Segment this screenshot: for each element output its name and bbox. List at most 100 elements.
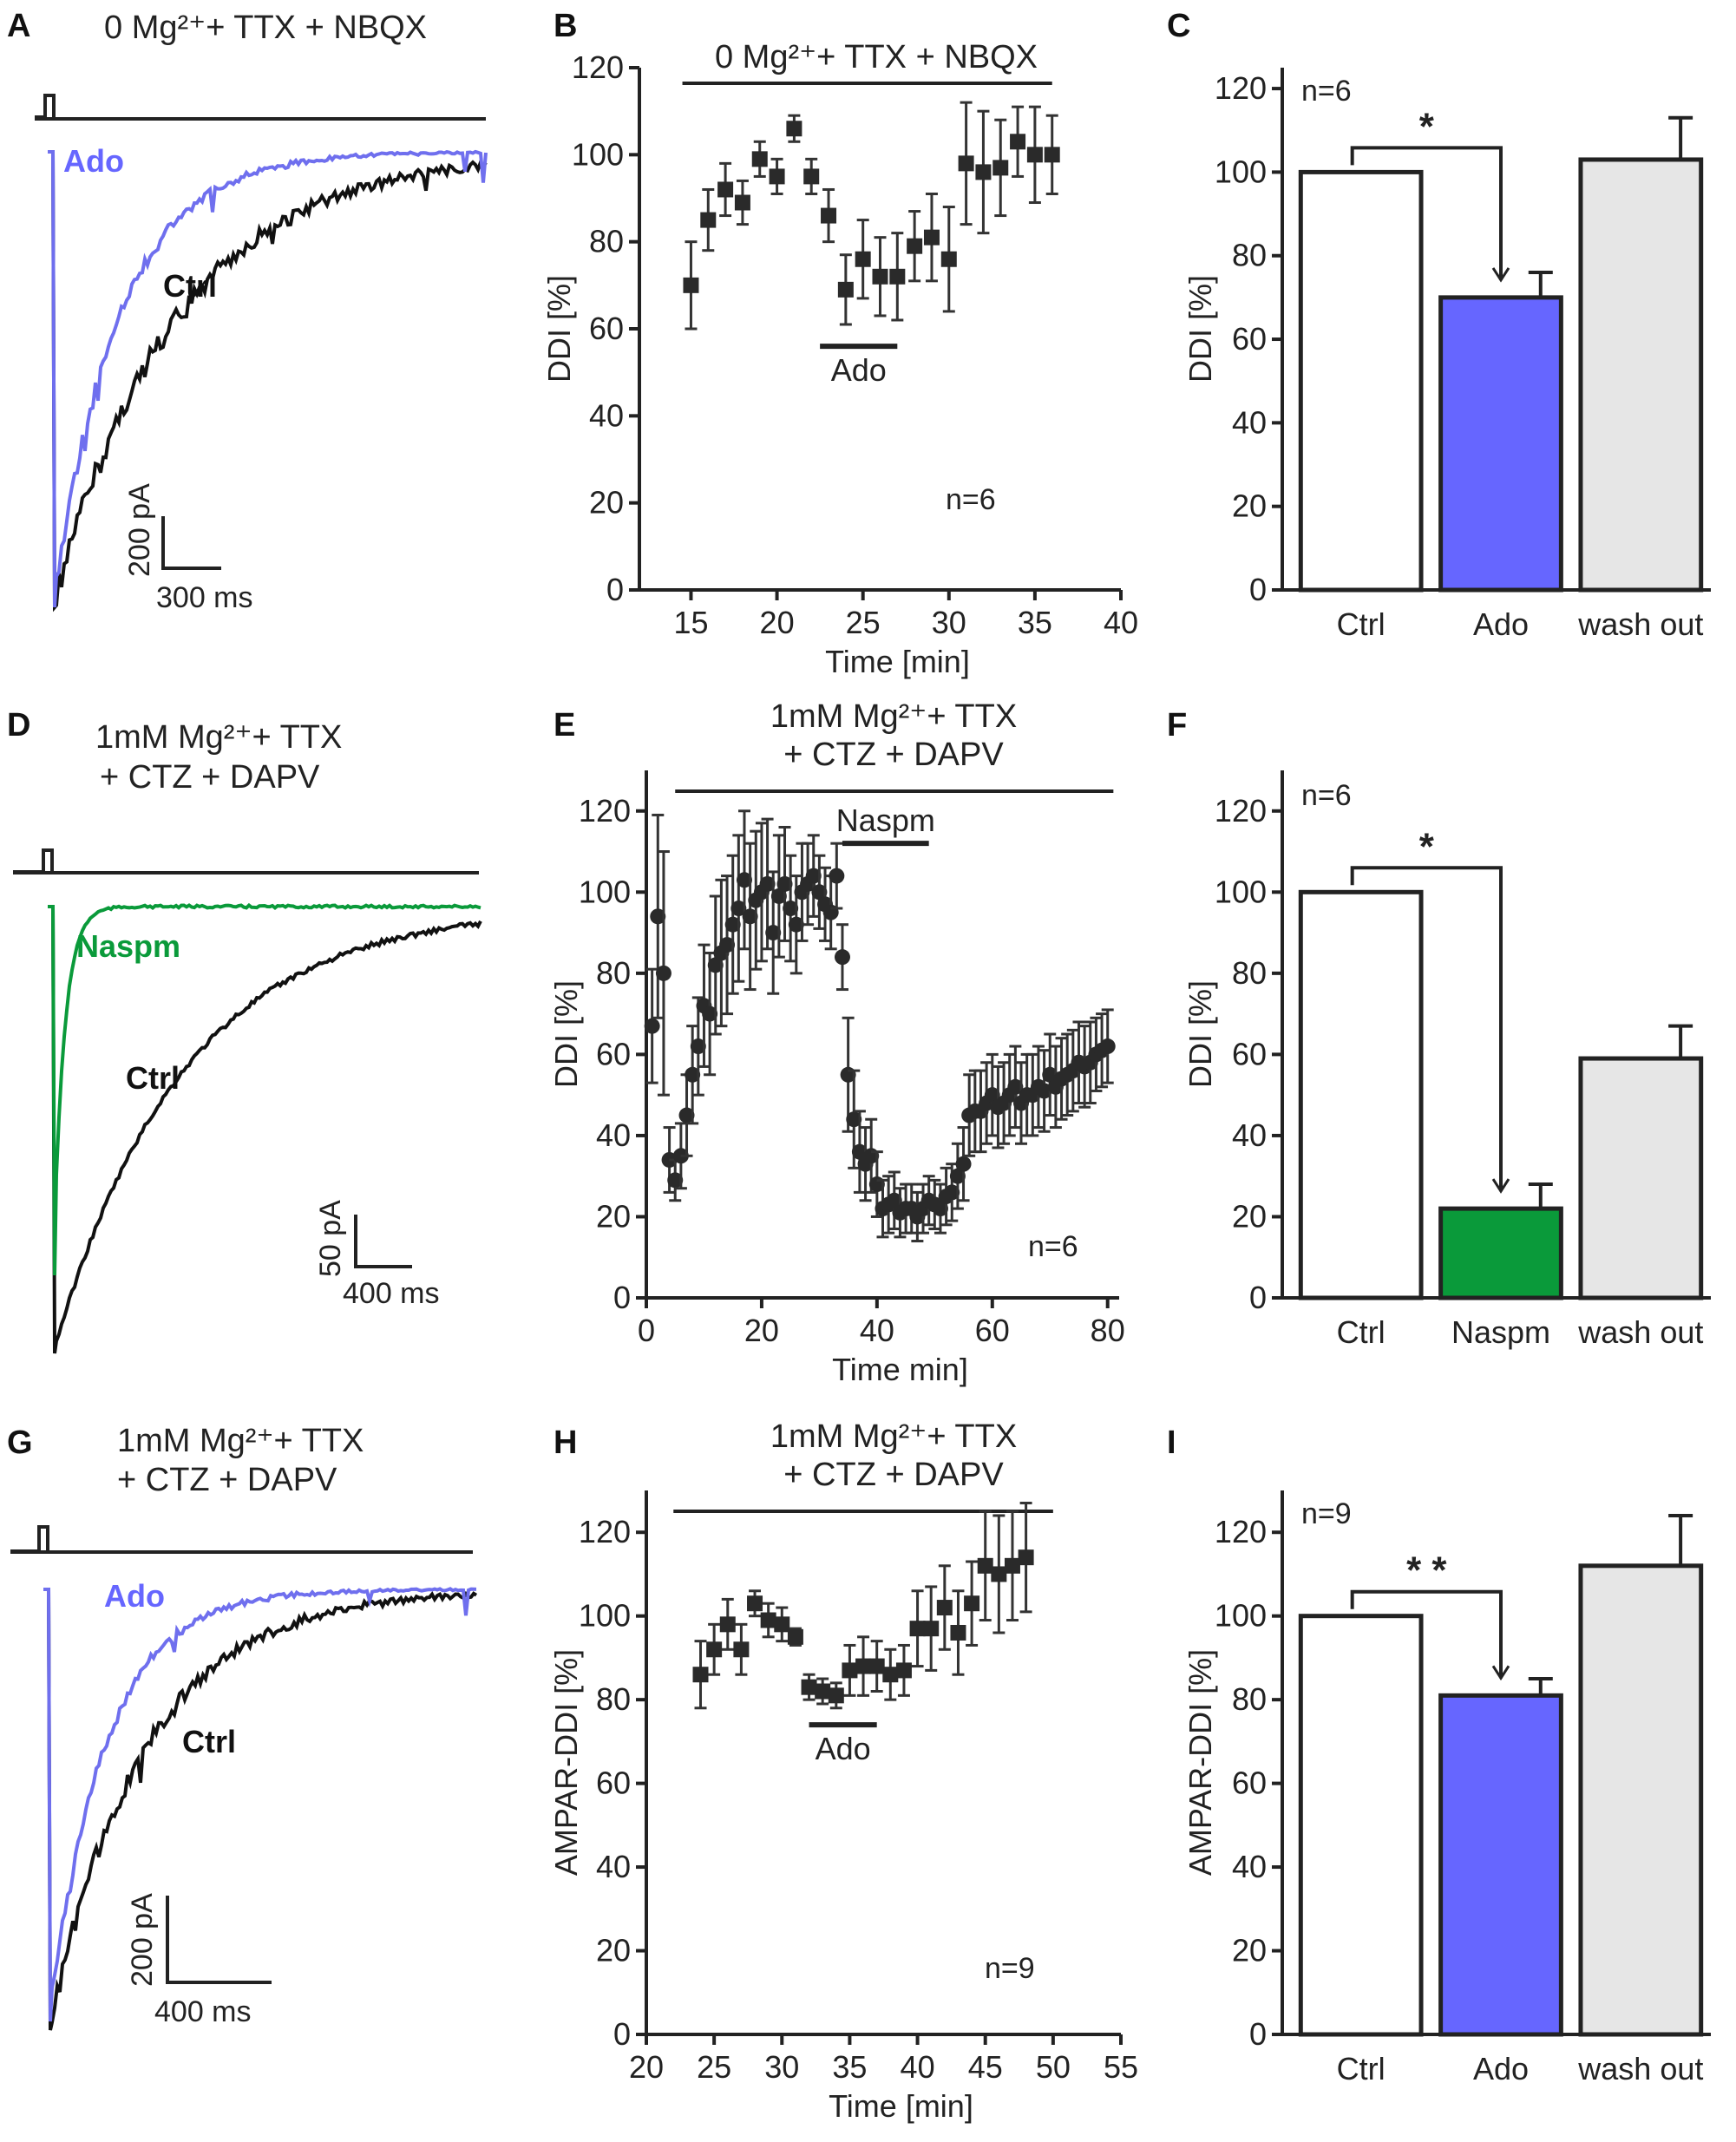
data-point [733,1641,750,1658]
bar [1298,1614,1424,2037]
condition-label-d-line1: 1mM Mg²⁺+ TTX [95,719,342,756]
y-tick-label: 40 [596,1117,631,1153]
ctrl-trace-d [48,905,482,1354]
x-tick-label: 35 [832,2049,867,2085]
data-point [683,277,699,293]
scale-x-label-a: 300 ms [156,581,253,614]
data-point [760,1612,776,1628]
y-tick-label: 40 [1232,1117,1267,1153]
data-point [702,1005,718,1022]
y-tick-label: 60 [1232,1765,1267,1801]
n-annotation: n=9 [985,1952,1035,1985]
data-point [655,965,671,981]
y-tick-label: 100 [579,874,631,909]
bar [1438,295,1563,593]
data-point [719,1616,736,1633]
panel-letter-g: G [7,1425,33,1461]
x-tick-label: wash out [1577,606,1703,642]
data-point [774,1616,790,1633]
y-tick-label: 80 [596,1681,631,1717]
scale-bar-d [354,1215,412,1268]
data-point [717,181,734,198]
data-point [770,888,787,904]
data-point [932,1201,948,1217]
x-tick-label: 20 [760,605,795,640]
panel-letter-c: C [1167,8,1190,44]
y-tick-label: 20 [1232,1198,1267,1234]
ctrl-trace-g [43,1588,478,2031]
chart-title-line1: 1mM Mg²⁺+ TTX [770,698,1017,735]
x-tick-label: 0 [638,1313,655,1348]
panel-letter-e: E [554,707,575,743]
data-point [828,1687,844,1704]
x-tick-label: 40 [901,2049,935,2085]
data-point [724,916,741,933]
y-tick-label: 60 [596,1036,631,1071]
data-point [692,1667,709,1683]
data-point [644,1018,660,1034]
x-tick-label: Naspm [1451,1314,1550,1350]
data-point [783,901,799,917]
y-tick-label: 120 [1215,793,1267,829]
data-point [730,901,747,917]
x-tick-label: 30 [764,2049,799,2085]
y-tick-label: 0 [606,572,624,607]
y-tick-label: 80 [1232,955,1267,991]
drug-trace-label-g: Ado [104,1578,165,1614]
data-point [742,908,758,925]
stimulus-marker-g [10,1525,49,1553]
chart-h: H 1mM Mg²⁺+ TTX+ CTZ + DAPV02040608010012… [548,1418,1138,2124]
y-tick-label: 60 [596,1765,631,1801]
chart-title-line1: 1mM Mg²⁺+ TTX [770,1418,1017,1455]
data-point [1044,147,1060,163]
y-tick-label: 0 [1249,1280,1267,1315]
data-point [907,238,923,254]
x-tick-label: Ctrl [1337,606,1386,642]
bracket-arrow [1491,1178,1510,1194]
data-point [803,168,820,185]
y-tick-label: 120 [579,793,631,829]
y-tick-label: 80 [596,955,631,991]
n-annotation: n=6 [1028,1230,1078,1263]
data-point [855,1658,872,1674]
data-point [882,1667,899,1683]
data-point [1004,1557,1020,1574]
drug-trace-label-d: Naspm [76,928,180,964]
x-axis-label: Time [min] [825,644,970,679]
x-tick-label: wash out [1577,2051,1703,2086]
naspm-trace-d [48,902,481,1276]
data-point [1010,134,1026,150]
data-point [837,281,854,298]
panel-letter-i: I [1167,1425,1176,1461]
stimulus-marker-d [13,848,54,874]
panel-a: A 0 Mg²⁺+ TTX + NBQX Ado Ctrl 200 pA 300… [7,8,488,614]
drug-bar-label: Naspm [836,802,935,838]
bar [1298,889,1424,1300]
x-tick-label: wash out [1577,1314,1703,1350]
significance-bracket [1350,146,1503,280]
data-point [855,251,871,267]
panel-letter-d: D [7,707,30,743]
stimulus-marker-a [35,94,56,119]
data-point [958,155,974,172]
x-tick-label: Ado [1473,2051,1529,2086]
data-point [991,1566,1007,1582]
data-point [786,121,802,137]
data-point [977,1557,993,1574]
data-point [706,1641,723,1658]
chart-i: I 0 20 40 60 80 100 120 AMPAR-DDI [%] n=9 Ctrl Ado w… [1167,1425,1711,2086]
y-axis-label: DDI [%] [541,275,577,383]
scale-y-label-d: 50 pA [314,1200,347,1277]
y-tick-label: 20 [1232,488,1267,524]
data-point [765,925,782,941]
data-point [788,916,804,933]
data-point [923,229,940,246]
data-point [667,1172,684,1189]
panel-letter-a: A [7,8,30,44]
x-axis-label: Time min] [832,1352,968,1387]
data-point [829,868,845,884]
data-point [940,251,957,267]
data-point [690,1038,706,1055]
condition-label-d-line2: + CTZ + DAPV [100,759,320,796]
data-point [769,168,785,185]
